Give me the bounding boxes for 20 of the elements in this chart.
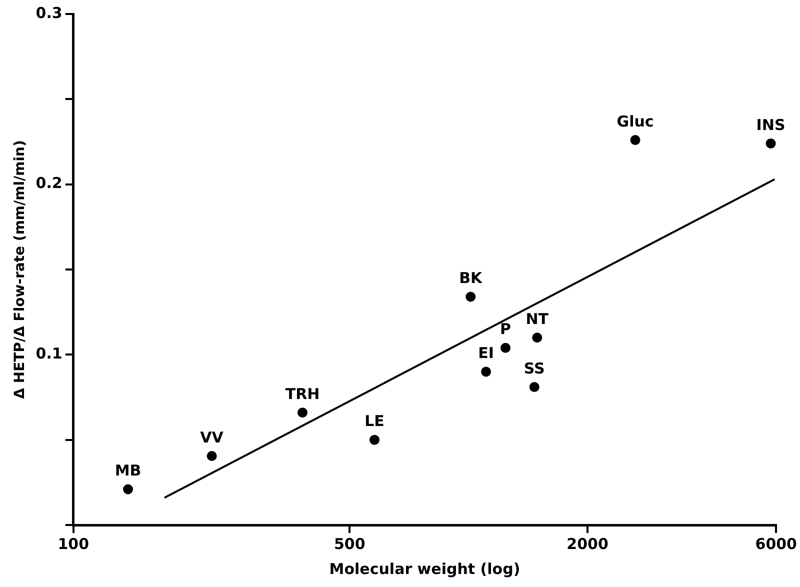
annotation: TRH bbox=[285, 384, 320, 403]
annotation: P bbox=[500, 320, 512, 338]
x-tick-label: 2000 bbox=[566, 534, 608, 553]
annotation: INS bbox=[756, 116, 786, 134]
annotation: MB bbox=[114, 462, 142, 480]
annotation: VV bbox=[200, 428, 224, 446]
annotation: EI bbox=[478, 344, 494, 362]
x-tick-label: 100 bbox=[58, 534, 90, 553]
x-tick-label: 500 bbox=[334, 534, 366, 553]
annotation: NT bbox=[526, 310, 550, 328]
annotation: Gluc bbox=[616, 112, 654, 130]
annotation: LE bbox=[364, 412, 384, 430]
y-tick-label: 0.2 bbox=[36, 174, 62, 192]
y-tick-label: 0.3 bbox=[36, 4, 62, 22]
y-axis-title: Δ HETP/Δ Flow-rate (mm/ml/min) bbox=[12, 140, 28, 399]
x-axis-title: Molecular weight (log) bbox=[329, 560, 520, 578]
x-tick-label: 6000 bbox=[755, 534, 797, 553]
annotation: SS bbox=[524, 359, 545, 378]
annotation: BK bbox=[459, 269, 484, 288]
y-tick-label: 0.1 bbox=[36, 344, 62, 363]
